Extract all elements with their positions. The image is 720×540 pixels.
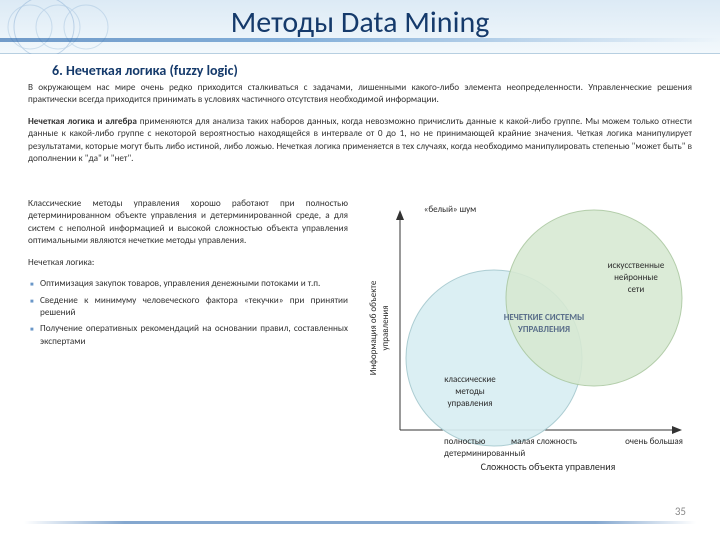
footer-line bbox=[24, 521, 696, 524]
x-axis-title: Сложность объекта управления bbox=[481, 460, 616, 473]
right-column: НЕЧЕТКИЕ СИСТЕМЫ УПРАВЛЕНИЯ классические… bbox=[358, 198, 692, 488]
left-circle-label-1: классические bbox=[444, 374, 496, 385]
right-circle-label-2: нейронные bbox=[614, 272, 658, 283]
left-circle-label-3: управления bbox=[447, 398, 492, 409]
list-item: Сведение к минимуму человеческого фактор… bbox=[30, 295, 348, 320]
y-axis-label-2: управления bbox=[380, 305, 391, 350]
y-axis-label-1: Информация об объекте bbox=[368, 280, 379, 375]
y-bottom-label-2: детерминированный bbox=[444, 448, 525, 459]
para2-strong: Нечеткая логика и алгебра bbox=[28, 116, 137, 127]
list-item: Оптимизация закупок товаров, управления … bbox=[30, 278, 348, 290]
paragraph-1: В окружающем нас мире очень редко приход… bbox=[28, 82, 692, 107]
overlap-label-1: НЕЧЕТКИЕ СИСТЕМЫ bbox=[504, 312, 585, 323]
y-bottom-label-1: полностью bbox=[444, 436, 486, 447]
slide: Методы Data Mining 6. Нечеткая логика (f… bbox=[0, 0, 720, 540]
overlap-label-2: УПРАВЛЕНИЯ bbox=[517, 324, 570, 335]
list-header: Нечеткая логика: bbox=[28, 257, 348, 269]
x-left-label: малая сложность bbox=[511, 436, 577, 447]
slide-title: Методы Data Mining bbox=[0, 4, 720, 41]
page-number: 35 bbox=[675, 505, 686, 518]
paragraph-3: Классические методы управления хорошо ра… bbox=[28, 198, 348, 248]
y-top-label: «белый» шум bbox=[424, 204, 477, 215]
left-circle-label-2: методы bbox=[455, 386, 484, 397]
list-item: Получение оперативных рекомендаций на ос… bbox=[30, 323, 348, 348]
right-circle-label-3: сети bbox=[628, 284, 645, 295]
right-circle-label-1: искусственные bbox=[608, 260, 665, 271]
venn-diagram: НЕЧЕТКИЕ СИСТЕМЫ УПРАВЛЕНИЯ классические… bbox=[358, 198, 692, 478]
slide-subtitle: 6. Нечеткая логика (fuzzy logic) bbox=[52, 62, 238, 79]
bullet-list: Оптимизация закупок товаров, управления … bbox=[30, 278, 348, 348]
left-column: Классические методы управления хорошо ра… bbox=[28, 198, 348, 488]
paragraph-2: Нечеткая логика и алгебра применяются дл… bbox=[28, 116, 692, 166]
body-text: В окружающем нас мире очень редко приход… bbox=[28, 82, 692, 175]
two-column: Классические методы управления хорошо ра… bbox=[28, 198, 692, 488]
x-right-label: очень большая bbox=[625, 436, 683, 447]
